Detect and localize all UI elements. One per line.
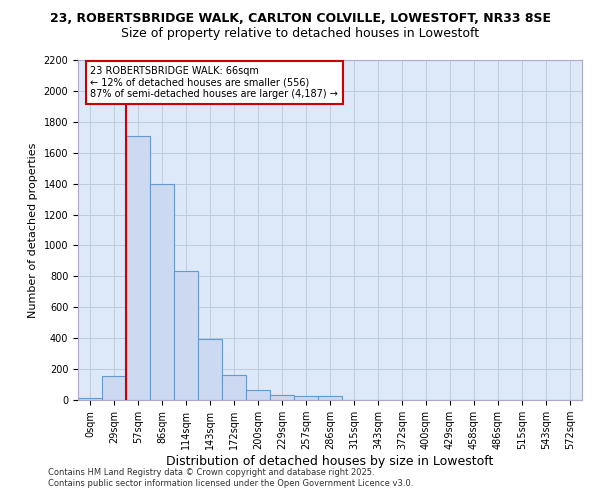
Bar (150, 184, 174, 400)
Bar (246, 390, 270, 400)
Bar (222, 376, 246, 400)
Text: Contains HM Land Registry data © Crown copyright and database right 2025.
Contai: Contains HM Land Registry data © Crown c… (48, 468, 413, 487)
Bar (78, 398, 102, 400)
Bar (294, 396, 318, 400)
Text: Size of property relative to detached houses in Lowestoft: Size of property relative to detached ho… (121, 28, 479, 40)
Y-axis label: Number of detached properties: Number of detached properties (28, 142, 38, 318)
Bar (102, 376, 126, 400)
X-axis label: Distribution of detached houses by size in Lowestoft: Distribution of detached houses by size … (166, 455, 494, 468)
Bar (270, 396, 294, 400)
Bar (174, 271, 198, 400)
Text: 23, ROBERTSBRIDGE WALK, CARLTON COLVILLE, LOWESTOFT, NR33 8SE: 23, ROBERTSBRIDGE WALK, CARLTON COLVILLE… (49, 12, 551, 26)
Bar (318, 396, 342, 400)
Bar (198, 339, 222, 400)
Bar (126, 136, 150, 400)
Text: 23 ROBERTSBRIDGE WALK: 66sqm
← 12% of detached houses are smaller (556)
87% of s: 23 ROBERTSBRIDGE WALK: 66sqm ← 12% of de… (91, 66, 338, 100)
